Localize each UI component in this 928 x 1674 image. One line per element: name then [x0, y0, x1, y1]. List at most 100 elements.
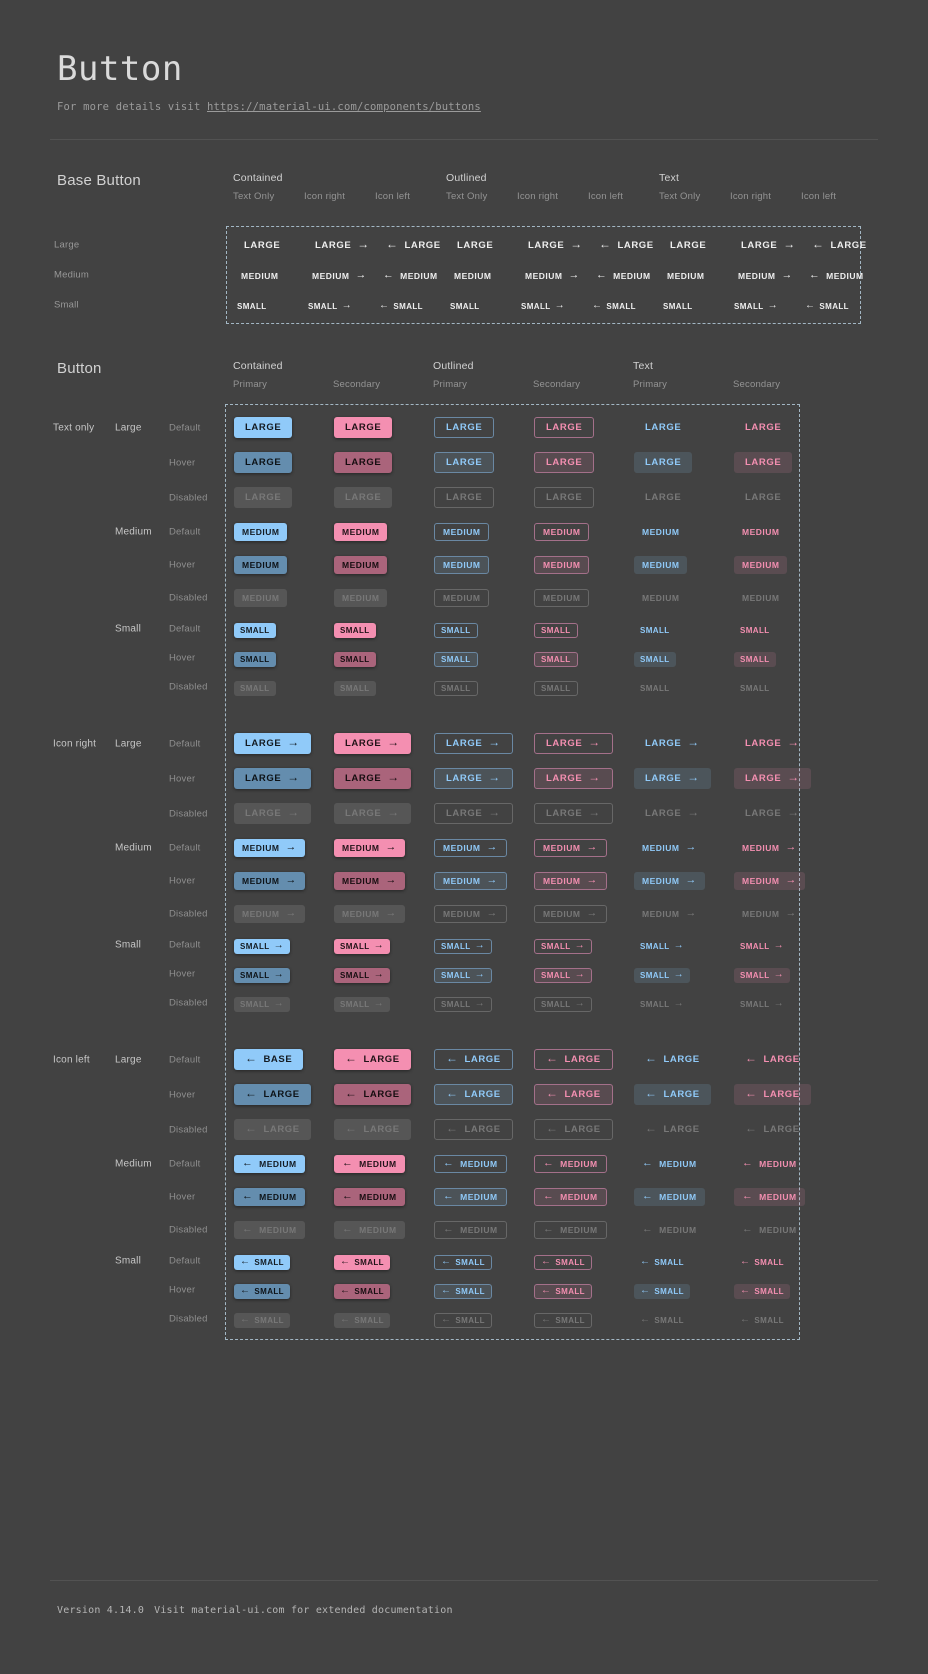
- contained-primary-medium-default-button[interactable]: MEDIUM →: [234, 839, 305, 857]
- outlined-primary-small-disabled-button[interactable]: SMALL →: [434, 996, 492, 1012]
- text-primary-medium-hover-button[interactable]: ← MEDIUM: [634, 1188, 705, 1207]
- outlined-primary-medium-default-button[interactable]: ← MEDIUM: [434, 1155, 507, 1174]
- text-primary-medium-hover-button[interactable]: MEDIUM →: [634, 872, 705, 890]
- text-secondary-medium-default-button[interactable]: MEDIUM: [734, 523, 787, 541]
- text-secondary-small-disabled-button[interactable]: SMALL →: [734, 997, 790, 1012]
- text-primary-medium-default-button[interactable]: MEDIUM →: [634, 839, 705, 857]
- text-primary-large-default-button[interactable]: ← LARGE: [634, 1049, 711, 1070]
- contained-primary-large-hover-button[interactable]: LARGE: [234, 452, 293, 473]
- outlined-secondary-large-hover-button[interactable]: LARGE →: [534, 768, 613, 789]
- base-outlined-text-only-small-button[interactable]: SMALL: [447, 299, 483, 314]
- outlined-primary-small-disabled-button[interactable]: ← SMALL: [434, 1312, 492, 1328]
- contained-secondary-small-hover-button[interactable]: SMALL →: [334, 967, 390, 983]
- base-text-icon-right-small-button[interactable]: SMALL →: [731, 299, 781, 314]
- contained-secondary-large-hover-button[interactable]: LARGE →: [334, 768, 411, 789]
- contained-secondary-medium-hover-button[interactable]: ← MEDIUM: [334, 1188, 405, 1207]
- text-secondary-large-hover-button[interactable]: ← LARGE: [734, 1084, 811, 1105]
- text-primary-large-disabled-button[interactable]: LARGE: [634, 487, 692, 508]
- text-secondary-medium-disabled-button[interactable]: MEDIUM: [734, 589, 787, 607]
- contained-secondary-large-disabled-button[interactable]: LARGE →: [334, 803, 411, 824]
- contained-secondary-medium-default-button[interactable]: MEDIUM →: [334, 839, 405, 857]
- outlined-secondary-medium-disabled-button[interactable]: MEDIUM →: [534, 905, 607, 923]
- contained-secondary-medium-hover-button[interactable]: MEDIUM: [334, 556, 388, 574]
- text-primary-large-disabled-button[interactable]: ← LARGE: [634, 1119, 711, 1140]
- outlined-primary-medium-default-button[interactable]: MEDIUM →: [434, 839, 507, 857]
- text-secondary-large-disabled-button[interactable]: LARGE →: [734, 803, 811, 824]
- outlined-secondary-small-disabled-button[interactable]: SMALL →: [534, 996, 592, 1012]
- outlined-primary-medium-hover-button[interactable]: MEDIUM →: [434, 872, 507, 890]
- contained-primary-small-default-button[interactable]: SMALL →: [234, 938, 290, 954]
- text-secondary-small-hover-button[interactable]: ← SMALL: [734, 1283, 790, 1299]
- contained-secondary-medium-hover-button[interactable]: MEDIUM →: [334, 872, 405, 890]
- base-contained-text-only-medium-button[interactable]: MEDIUM: [234, 267, 285, 285]
- base-contained-text-only-large-button[interactable]: LARGE: [234, 235, 290, 256]
- text-secondary-large-disabled-button[interactable]: ← LARGE: [734, 1119, 811, 1140]
- outlined-primary-small-hover-button[interactable]: SMALL →: [434, 967, 492, 983]
- text-primary-small-disabled-button[interactable]: SMALL: [634, 681, 676, 696]
- text-secondary-large-hover-button[interactable]: LARGE: [734, 452, 793, 473]
- outlined-primary-large-hover-button[interactable]: LARGE: [434, 452, 495, 473]
- base-contained-icon-right-large-button[interactable]: LARGE →: [305, 235, 380, 256]
- text-secondary-small-disabled-button[interactable]: ← SMALL: [734, 1313, 790, 1328]
- text-primary-small-disabled-button[interactable]: ← SMALL: [634, 1313, 690, 1328]
- text-primary-medium-default-button[interactable]: ← MEDIUM: [634, 1155, 705, 1173]
- base-contained-icon-left-medium-button[interactable]: ← MEDIUM: [376, 267, 445, 285]
- contained-secondary-large-disabled-button[interactable]: ← LARGE: [334, 1119, 411, 1140]
- contained-primary-small-hover-button[interactable]: SMALL →: [234, 967, 290, 983]
- outlined-secondary-small-disabled-button[interactable]: ← SMALL: [534, 1312, 592, 1328]
- docs-link[interactable]: https://material-ui.com/components/butto…: [207, 101, 481, 113]
- outlined-secondary-medium-default-button[interactable]: ← MEDIUM: [534, 1155, 607, 1174]
- base-contained-icon-left-large-button[interactable]: ← LARGE: [376, 235, 451, 256]
- base-outlined-icon-left-large-button[interactable]: ← LARGE: [589, 235, 664, 256]
- text-secondary-small-default-button[interactable]: SMALL: [734, 623, 776, 638]
- text-secondary-medium-disabled-button[interactable]: ← MEDIUM: [734, 1221, 805, 1239]
- contained-secondary-large-default-button[interactable]: ← LARGE: [334, 1049, 411, 1070]
- outlined-primary-medium-disabled-button[interactable]: ← MEDIUM: [434, 1221, 507, 1240]
- contained-secondary-large-default-button[interactable]: LARGE →: [334, 733, 411, 754]
- contained-primary-small-disabled-button[interactable]: ← SMALL: [234, 1312, 290, 1328]
- outlined-secondary-medium-default-button[interactable]: MEDIUM: [534, 523, 590, 541]
- text-primary-medium-disabled-button[interactable]: ← MEDIUM: [634, 1221, 705, 1239]
- outlined-primary-large-default-button[interactable]: LARGE: [434, 417, 495, 438]
- contained-secondary-large-disabled-button[interactable]: LARGE: [334, 487, 393, 508]
- contained-primary-medium-disabled-button[interactable]: MEDIUM: [234, 589, 288, 607]
- text-primary-small-hover-button[interactable]: SMALL →: [634, 967, 690, 983]
- contained-primary-large-default-button[interactable]: ← BASE: [234, 1049, 304, 1070]
- base-text-icon-left-large-button[interactable]: ← LARGE: [802, 235, 877, 256]
- contained-primary-small-default-button[interactable]: ← SMALL: [234, 1254, 290, 1270]
- outlined-secondary-large-hover-button[interactable]: ← LARGE: [534, 1084, 613, 1105]
- contained-primary-small-default-button[interactable]: SMALL: [234, 622, 276, 638]
- contained-primary-medium-default-button[interactable]: MEDIUM: [234, 523, 288, 541]
- outlined-secondary-small-default-button[interactable]: SMALL: [534, 622, 578, 638]
- outlined-secondary-large-hover-button[interactable]: LARGE: [534, 452, 595, 473]
- text-primary-large-default-button[interactable]: LARGE →: [634, 733, 711, 754]
- contained-primary-small-hover-button[interactable]: SMALL: [234, 651, 276, 667]
- text-secondary-medium-hover-button[interactable]: MEDIUM: [734, 556, 788, 574]
- base-text-text-only-large-button[interactable]: LARGE: [660, 235, 716, 256]
- base-contained-icon-left-small-button[interactable]: ← SMALL: [376, 299, 426, 314]
- contained-primary-medium-hover-button[interactable]: MEDIUM: [234, 556, 288, 574]
- outlined-primary-small-default-button[interactable]: SMALL: [434, 622, 478, 638]
- contained-primary-large-disabled-button[interactable]: LARGE: [234, 487, 293, 508]
- outlined-secondary-small-default-button[interactable]: ← SMALL: [534, 1254, 592, 1270]
- outlined-primary-large-default-button[interactable]: LARGE →: [434, 733, 513, 754]
- contained-secondary-medium-disabled-button[interactable]: MEDIUM: [334, 589, 388, 607]
- text-secondary-large-default-button[interactable]: ← LARGE: [734, 1049, 811, 1070]
- text-secondary-small-default-button[interactable]: SMALL →: [734, 939, 790, 954]
- outlined-primary-large-disabled-button[interactable]: LARGE →: [434, 803, 513, 824]
- text-secondary-large-default-button[interactable]: LARGE →: [734, 733, 811, 754]
- text-primary-large-default-button[interactable]: LARGE: [634, 417, 692, 438]
- text-secondary-medium-default-button[interactable]: ← MEDIUM: [734, 1155, 805, 1173]
- text-primary-small-default-button[interactable]: SMALL: [634, 623, 676, 638]
- contained-secondary-medium-disabled-button[interactable]: MEDIUM →: [334, 905, 405, 923]
- text-primary-medium-disabled-button[interactable]: MEDIUM: [634, 589, 687, 607]
- outlined-secondary-medium-default-button[interactable]: MEDIUM →: [534, 839, 607, 857]
- contained-secondary-large-hover-button[interactable]: LARGE: [334, 452, 393, 473]
- text-secondary-medium-hover-button[interactable]: ← MEDIUM: [734, 1188, 805, 1207]
- contained-primary-large-disabled-button[interactable]: LARGE →: [234, 803, 311, 824]
- text-secondary-large-disabled-button[interactable]: LARGE: [734, 487, 792, 508]
- text-secondary-small-hover-button[interactable]: SMALL: [734, 651, 776, 667]
- text-secondary-medium-hover-button[interactable]: MEDIUM →: [734, 872, 805, 890]
- contained-secondary-large-default-button[interactable]: LARGE: [334, 417, 393, 438]
- contained-secondary-large-hover-button[interactable]: ← LARGE: [334, 1084, 411, 1105]
